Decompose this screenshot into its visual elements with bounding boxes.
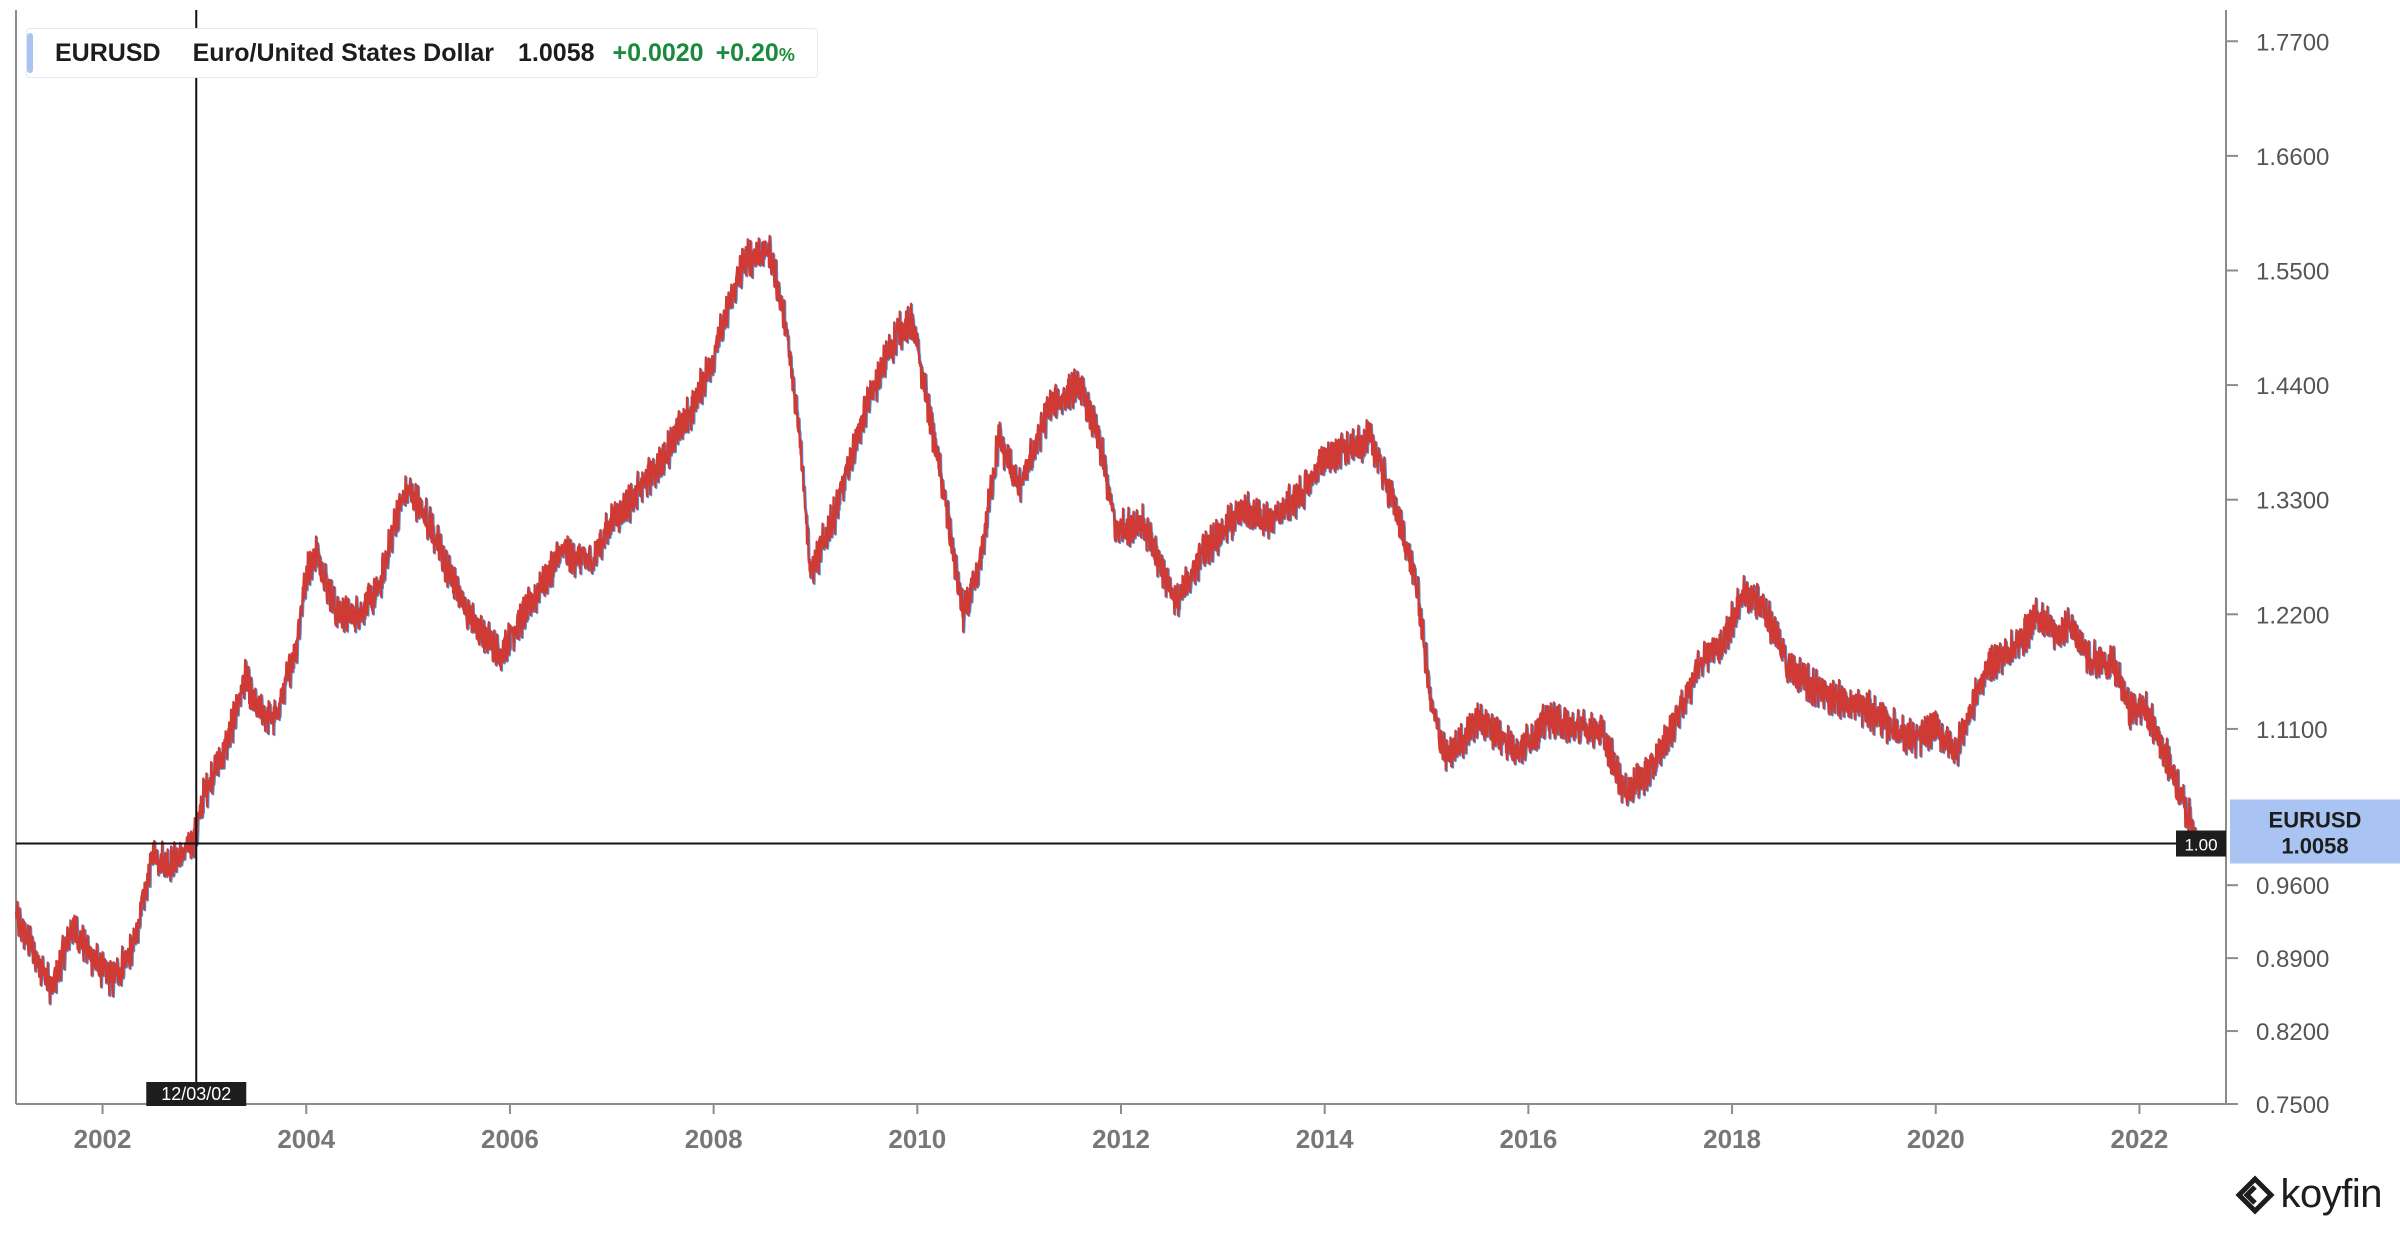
legend-pct-unit: %	[778, 44, 795, 65]
x-tick-label: 2014	[1296, 1124, 1354, 1154]
y-axis: 0.7500 0.8200 0.8900 0.9600 1.1100 1.2200 1.33…	[2226, 29, 2329, 1119]
price-tag-symbol: EURUSD	[2269, 807, 2362, 832]
legend-last-price: 1.0058	[518, 38, 595, 67]
y-tick-label: 1.7700	[2256, 29, 2329, 56]
x-tick-label: 2018	[1703, 1124, 1761, 1154]
legend-change-pct-value: +0.20	[715, 38, 779, 67]
x-axis: 2002 2004 2006 2008 2010 2012 2014 2016 2018 2020…	[74, 1104, 2169, 1154]
x-tick-label: 2008	[685, 1124, 743, 1154]
crosshair-x-label: 12/03/02	[161, 1084, 231, 1104]
crosshair-y-label-bg	[2176, 830, 2226, 857]
y-tick-label: 1.2200	[2256, 602, 2329, 629]
y-tick-label: 0.9600	[2256, 873, 2329, 900]
crosshair-x-label-bg	[146, 1082, 247, 1106]
x-tick-label: 2004	[277, 1124, 335, 1154]
y-tick-label: 1.3300	[2256, 488, 2329, 515]
x-tick-label: 2012	[1092, 1124, 1150, 1154]
y-tick-label: 0.7500	[2256, 1092, 2329, 1119]
x-tick-label: 2010	[888, 1124, 946, 1154]
legend-name: Euro/United States Dollar	[192, 38, 495, 67]
x-tick-label: 2002	[74, 1124, 132, 1154]
x-tick-label: 2016	[1499, 1124, 1557, 1154]
series-layer	[14, 234, 2198, 1006]
legend-change: +0.0020	[612, 38, 704, 67]
legend-change-pct: +0.20%	[716, 39, 795, 68]
legend-box[interactable]: EURUSD Euro/United States Dollar 1.0058 …	[26, 28, 818, 78]
legend-color-swatch	[27, 33, 33, 73]
crosshair: 12/03/02	[16, 10, 2226, 1106]
y-tick-label: 1.6600	[2256, 144, 2329, 171]
legend-symbol: EURUSD	[55, 38, 161, 67]
plot-frame	[15, 10, 2227, 1105]
y-tick-label: 1.4400	[2256, 373, 2329, 400]
y-tick-label: 1.5500	[2256, 258, 2329, 285]
brand-name: koyfin	[2280, 1172, 2383, 1216]
x-tick-label: 2020	[1907, 1124, 1965, 1154]
price-tag-value: 1.0058	[2281, 833, 2348, 858]
x-tick-label: 2022	[2111, 1124, 2169, 1154]
brand-logo: koyfin	[2234, 1172, 2383, 1217]
series-line-eurusd	[14, 234, 2197, 1005]
koyfin-logo-icon	[2234, 1174, 2275, 1215]
y-tick-label: 0.8200	[2256, 1019, 2329, 1046]
y-tick-label: 0.8900	[2256, 946, 2329, 973]
price-tag-bg	[2230, 799, 2400, 864]
y-tick-label: 1.1100	[2256, 717, 2328, 744]
crosshair-y-label: 1.00	[2184, 836, 2217, 855]
x-tick-label: 2006	[481, 1124, 539, 1154]
